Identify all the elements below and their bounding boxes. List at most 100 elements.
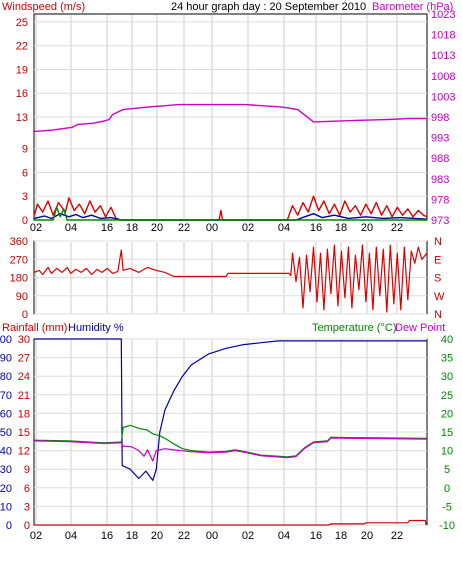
- windspeed-tick-3: 9: [22, 144, 28, 156]
- p3-xtick-10: 18: [335, 530, 347, 542]
- chart-title: 24 hour graph day : 20 September 2010: [171, 1, 366, 13]
- p3-xtick-11: 20: [361, 530, 373, 542]
- p1-series-0: [33, 103, 427, 133]
- p3-xtick-0: 02: [30, 530, 42, 542]
- compass-tick-3: E: [434, 254, 441, 266]
- temp-tick-8: 30: [441, 371, 453, 383]
- temp-tick-10: 40: [441, 334, 453, 346]
- p3-xtick-7: 02: [242, 530, 254, 542]
- p1-series-3: [34, 206, 427, 221]
- p1-xtick-12: 22: [391, 222, 403, 234]
- barometer-tick-2: 983: [431, 174, 449, 186]
- p1-xtick-5: 22: [178, 222, 190, 234]
- dewpoint-axis-title: Dew Point: [395, 322, 445, 334]
- barometer-tick-3: 988: [431, 153, 449, 165]
- winddir-tick-2: 180: [10, 273, 28, 285]
- p3-xtick-9: 16: [310, 530, 322, 542]
- humidity-axis-title: Humidity %: [68, 322, 124, 334]
- humidity-tick-7: 70: [0, 390, 12, 402]
- winddir-tick-0: 0: [22, 309, 28, 321]
- humidity-tick-4: 40: [0, 446, 12, 458]
- windspeed-tick-8: 25: [16, 17, 28, 29]
- compass-tick-0: N: [434, 309, 442, 321]
- rain-tick-8: 24: [18, 371, 30, 383]
- compass-tick-2: S: [434, 273, 441, 285]
- p1-xtick-9: 16: [310, 222, 322, 234]
- windspeed-tick-1: 3: [22, 191, 28, 203]
- p3-series-2: [33, 437, 428, 462]
- rain-tick-5: 15: [18, 427, 30, 439]
- rain-tick-6: 18: [18, 408, 30, 420]
- p1-xtick-0: 02: [30, 222, 42, 234]
- humidity-tick-8: 80: [0, 371, 12, 383]
- windspeed-axis-title: Windspeed (m/s): [2, 1, 85, 13]
- winddir-tick-1: 90: [16, 291, 28, 303]
- p3-xtick-8: 04: [278, 530, 290, 542]
- p1-xtick-6: 00: [206, 222, 218, 234]
- temp-tick-1: -5: [442, 501, 452, 513]
- p1-xtick-1: 04: [65, 222, 77, 234]
- barometer-tick-0: 973: [431, 215, 449, 227]
- rain-tick-10: 30: [18, 334, 30, 346]
- temp-tick-2: 0: [444, 483, 450, 495]
- p3-xtick-12: 22: [391, 530, 403, 542]
- rain-tick-4: 12: [18, 446, 30, 458]
- windspeed-tick-6: 19: [16, 64, 28, 76]
- rain-tick-9: 27: [18, 353, 30, 365]
- p1-xtick-11: 20: [361, 222, 373, 234]
- temperature-axis-title: Temperature (°C): [312, 322, 396, 334]
- rain-tick-1: 3: [24, 501, 30, 513]
- barometer-tick-8: 1013: [431, 50, 455, 62]
- windspeed-tick-0: 0: [22, 215, 28, 227]
- p1-xtick-2: 16: [101, 222, 113, 234]
- p1-xtick-8: 04: [278, 222, 290, 234]
- p1-xtick-7: 02: [242, 222, 254, 234]
- rain-tick-7: 21: [18, 390, 30, 402]
- temp-tick-0: -10: [439, 520, 455, 532]
- rain-tick-2: 6: [24, 483, 30, 495]
- p3-xtick-4: 20: [151, 530, 163, 542]
- barometer-tick-6: 1003: [431, 91, 455, 103]
- p3-series-3: [34, 519, 427, 526]
- p1-series-1: [33, 195, 428, 221]
- temp-tick-6: 20: [441, 408, 453, 420]
- p1-xtick-4: 20: [151, 222, 163, 234]
- winddir-tick-3: 270: [10, 254, 28, 266]
- rainfall-axis-title: Rainfall (mm): [2, 322, 67, 334]
- rain-tick-0: 0: [24, 520, 30, 532]
- p1-xtick-10: 18: [335, 222, 347, 234]
- p3-xtick-3: 18: [126, 530, 138, 542]
- barometer-tick-10: 1023: [431, 9, 455, 21]
- temp-tick-4: 10: [441, 446, 453, 458]
- temp-tick-3: 5: [444, 464, 450, 476]
- humidity-tick-0: 0: [6, 520, 12, 532]
- humidity-tick-9: 90: [0, 353, 12, 365]
- humidity-tick-2: 20: [0, 483, 12, 495]
- p3-series-0: [34, 338, 427, 481]
- p3-xtick-2: 16: [101, 530, 113, 542]
- humidity-tick-5: 50: [0, 427, 12, 439]
- barometer-tick-7: 1008: [431, 71, 455, 83]
- humidity-tick-3: 30: [0, 464, 12, 476]
- temp-tick-7: 25: [441, 390, 453, 402]
- compass-tick-1: W: [434, 291, 445, 303]
- humidity-tick-6: 60: [0, 408, 12, 420]
- barometer-tick-9: 1018: [431, 30, 455, 42]
- p1-xtick-3: 18: [126, 222, 138, 234]
- barometer-axis-title: Barometer (hPa): [372, 1, 453, 13]
- temp-tick-9: 35: [441, 353, 453, 365]
- windspeed-tick-7: 22: [16, 41, 28, 53]
- p3-xtick-5: 22: [178, 530, 190, 542]
- p3-series-1: [33, 424, 428, 458]
- windspeed-tick-2: 6: [22, 167, 28, 179]
- temp-tick-5: 15: [441, 427, 453, 439]
- barometer-tick-1: 978: [431, 194, 449, 206]
- windspeed-tick-4: 13: [16, 112, 28, 124]
- humidity-tick-10: 100: [0, 334, 12, 346]
- barometer-tick-5: 998: [431, 112, 449, 124]
- p3-xtick-1: 04: [65, 530, 77, 542]
- p3-xtick-6: 00: [206, 530, 218, 542]
- humidity-tick-1: 10: [0, 501, 12, 513]
